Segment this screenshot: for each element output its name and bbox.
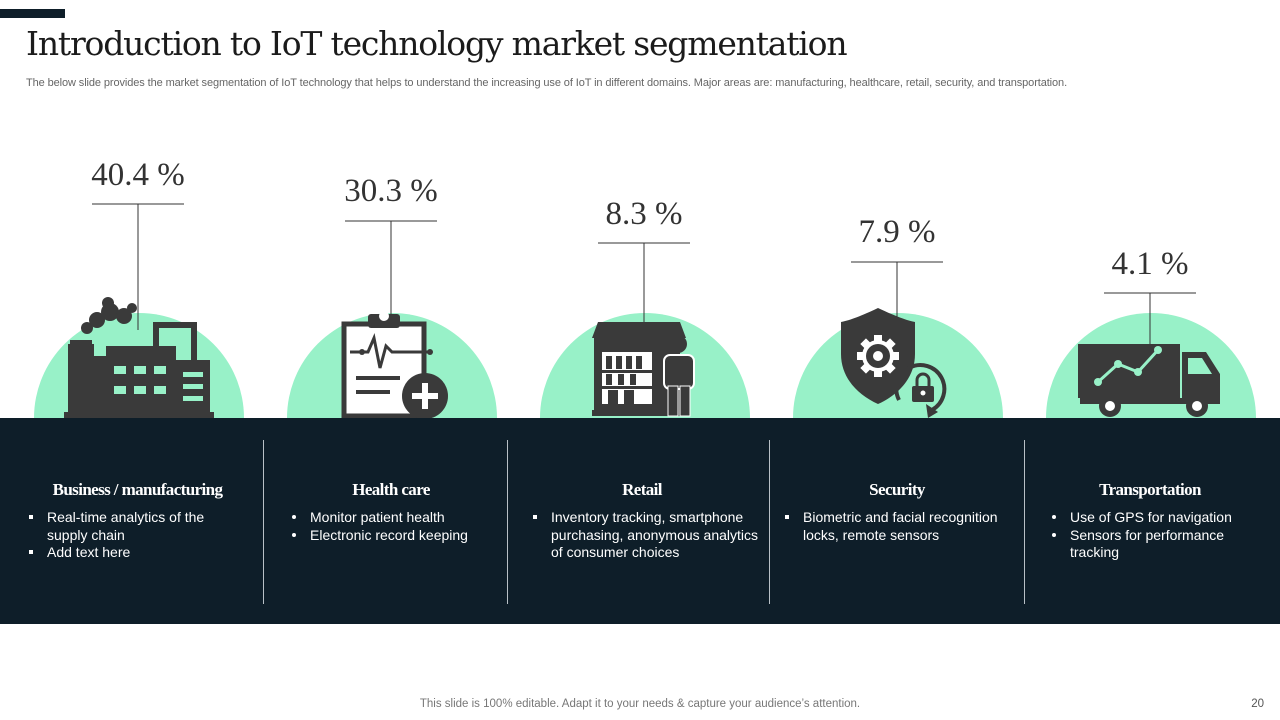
- percentage-leader-lines: [92, 203, 1196, 350]
- column-divider: [263, 440, 264, 604]
- list-item: Sensors for performance tracking: [1050, 527, 1265, 562]
- segment-title-transportation: Transportation: [1099, 480, 1201, 499]
- column-divider: [1024, 440, 1025, 604]
- security-shield-icon: [841, 308, 947, 418]
- medical-clipboard-icon: [341, 311, 448, 419]
- page-number: 20: [1251, 698, 1264, 710]
- list-item: Add text here: [27, 544, 247, 562]
- bullet-list-transportation: Use of GPS for navigation Sensors for pe…: [1050, 509, 1265, 562]
- list-item: Monitor patient health: [290, 509, 500, 527]
- segment-illustrations: [34, 203, 1256, 419]
- factory-icon: [64, 297, 214, 418]
- slide-subtitle: The below slide provides the market segm…: [26, 77, 1068, 89]
- percent-label-manufacturing: 40.4 %: [91, 157, 185, 193]
- segments-panel: [0, 418, 1280, 624]
- bullet-list-healthcare: Monitor patient health Electronic record…: [290, 509, 500, 544]
- delivery-truck-icon: [1078, 344, 1220, 417]
- percent-label-security: 7.9 %: [858, 214, 936, 250]
- bullet-list-security: Biometric and facial recognition locks, …: [783, 509, 1018, 544]
- retail-store-icon: [592, 322, 695, 417]
- title-accent-bar: [0, 9, 65, 18]
- percent-label-transportation: 4.1 %: [1111, 246, 1189, 282]
- percent-label-retail: 8.3 %: [605, 196, 683, 232]
- column-divider: [769, 440, 770, 604]
- segment-title-retail: Retail: [622, 480, 662, 499]
- list-item: Real-time analytics of the supply chain: [27, 509, 247, 544]
- segment-title-healthcare: Health care: [352, 480, 430, 499]
- column-divider: [507, 440, 508, 604]
- segment-title-security: Security: [869, 480, 925, 499]
- segment-title-manufacturing: Business / manufacturing: [52, 480, 223, 499]
- list-item: Biometric and facial recognition locks, …: [783, 509, 1018, 544]
- list-item: Inventory tracking, smartphone purchasin…: [531, 509, 761, 562]
- list-item: Use of GPS for navigation: [1050, 509, 1265, 527]
- bullet-list-retail: Inventory tracking, smartphone purchasin…: [531, 509, 761, 562]
- slide-footer: This slide is 100% editable. Adapt it to…: [419, 698, 861, 710]
- bullet-list-manufacturing: Real-time analytics of the supply chain …: [27, 509, 247, 562]
- list-item: Electronic record keeping: [290, 527, 500, 545]
- slide-title: Introduction to IoT technology market se…: [26, 24, 848, 63]
- percent-label-healthcare: 30.3 %: [344, 173, 438, 209]
